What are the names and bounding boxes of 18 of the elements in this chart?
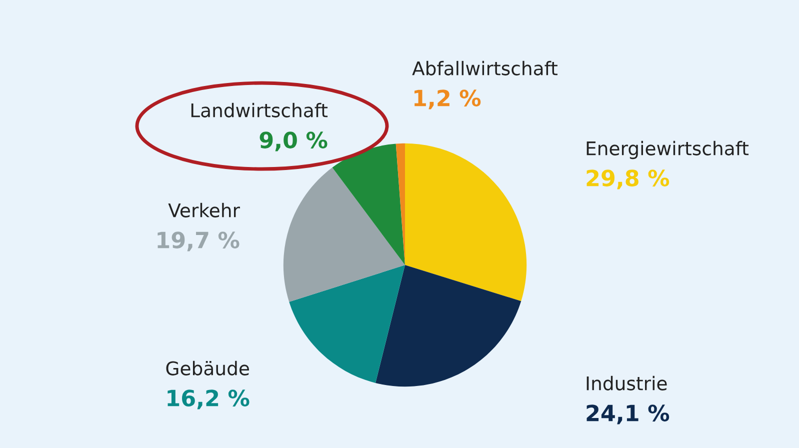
data-label: 29,8 %: [586, 170, 670, 190]
pie-slice: [396, 143, 405, 265]
slice-label: Abfallwirtschaft: [412, 60, 558, 76]
data-label: 19,7 %: [158, 232, 240, 252]
pie-slice: [405, 143, 527, 302]
slice-label: Industrie: [586, 376, 667, 390]
data-label: 1,2 %: [414, 90, 481, 110]
slice-label: Verkehr: [168, 202, 240, 218]
pie-slice: [376, 265, 522, 387]
slice-label: Energiewirtschaft: [586, 140, 749, 160]
data-label: 24,1 %: [586, 404, 670, 424]
data-label: 16,2 %: [168, 390, 250, 410]
data-label: 9,0 %: [260, 132, 328, 152]
pie-slice: [289, 265, 405, 383]
pie-slice: [283, 168, 405, 302]
slice-label: Landwirtschaft: [191, 102, 328, 118]
pie-slice: [332, 144, 405, 265]
slice-label: Gebäude: [166, 360, 249, 376]
